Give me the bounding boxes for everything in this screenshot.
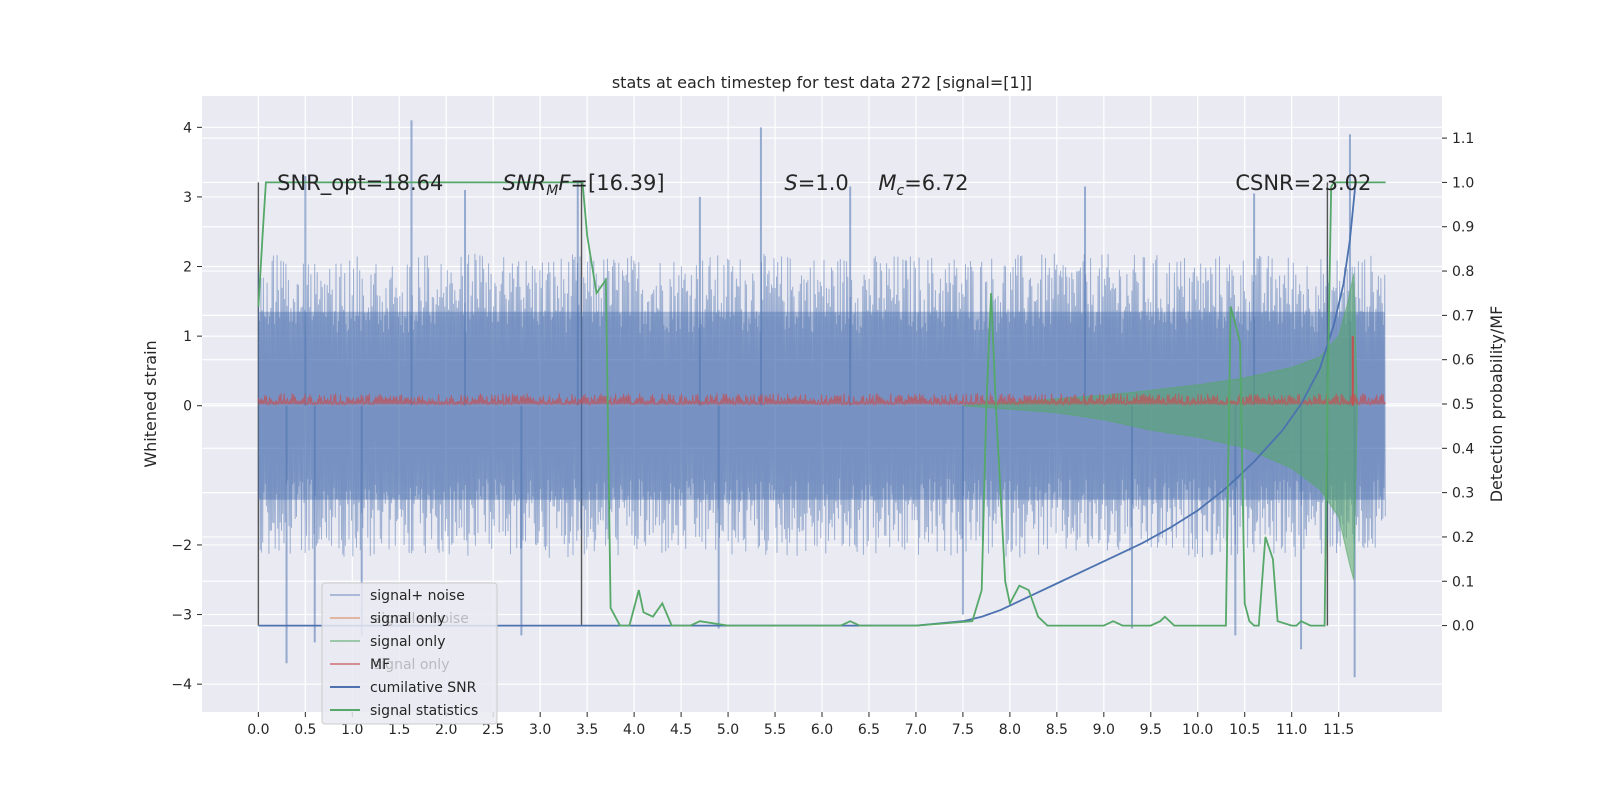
x-tick-label: 5.5 bbox=[764, 722, 786, 738]
y2-tick-label: 0.2 bbox=[1452, 530, 1474, 546]
y2-tick-label: 0.0 bbox=[1452, 619, 1474, 635]
x-tick-label: 9.0 bbox=[1093, 722, 1115, 738]
x-axis-ticks: 0.0 0.5 1.0 1.5 2.0 2.5 3.0 3.5 4.0 4.5 5.0 5.5 6.0 6… bbox=[247, 712, 1354, 738]
x-tick-label: 3.5 bbox=[576, 722, 598, 738]
x-tick-label: 1.0 bbox=[341, 722, 363, 738]
x-tick-label: 1.5 bbox=[388, 722, 410, 738]
annotation-0: SNR_opt=18.64 bbox=[277, 171, 443, 196]
series-cumulative-snr bbox=[258, 182, 1357, 627]
legend-entry: signal only bbox=[370, 611, 445, 627]
annotation-3: Mc=6.72 bbox=[878, 171, 968, 199]
chart-title: stats at each timestep for test data 272… bbox=[612, 73, 1032, 92]
y-tick-label: 2 bbox=[183, 260, 192, 276]
annotation-math-base: M bbox=[878, 171, 896, 195]
y-tick-label: −2 bbox=[171, 538, 192, 554]
legend-entry: cumilative SNR bbox=[370, 680, 477, 696]
x-tick-label: 6.5 bbox=[858, 722, 880, 738]
y2-tick-label: 0.4 bbox=[1452, 441, 1474, 457]
y2-tick-label: 1.1 bbox=[1452, 131, 1474, 147]
x-tick-label: 8.0 bbox=[999, 722, 1021, 738]
x-tick-label: 2.0 bbox=[435, 722, 457, 738]
y2-tick-label: 0.5 bbox=[1452, 397, 1474, 413]
series-signal-only bbox=[962, 273, 1359, 580]
x-tick-label: 11.5 bbox=[1323, 722, 1354, 738]
y-tick-label: 1 bbox=[183, 329, 192, 345]
x-tick-label: 7.5 bbox=[952, 722, 974, 738]
annotation-math-italic: F bbox=[558, 171, 571, 195]
series-signal-statistics bbox=[257, 181, 1386, 627]
annotation-4: CSNR=23.02 bbox=[1235, 171, 1371, 195]
x-tick-label: 4.5 bbox=[670, 722, 692, 738]
annotation-math-tail: =[16.39] bbox=[570, 171, 664, 195]
y2-tick-label: 0.6 bbox=[1452, 353, 1474, 369]
x-tick-label: 0.5 bbox=[294, 722, 316, 738]
y-tick-label: 3 bbox=[183, 190, 192, 206]
x-tick-label: 4.0 bbox=[623, 722, 645, 738]
annotation-math-rest: =6.72 bbox=[904, 171, 968, 195]
y2-tick-label: 0.8 bbox=[1452, 264, 1474, 280]
y-tick-label: 4 bbox=[183, 120, 192, 136]
y-tick-label: −4 bbox=[171, 677, 192, 693]
x-tick-label: 10.0 bbox=[1182, 722, 1213, 738]
x-tick-label: 0.0 bbox=[247, 722, 269, 738]
legend-ghost-text: signal+ noise bbox=[374, 611, 469, 627]
x-tick-label: 11.0 bbox=[1276, 722, 1307, 738]
chirp-envelope bbox=[962, 273, 1359, 580]
annotation-math-rest: =1.0 bbox=[798, 171, 849, 195]
x-tick-label: 7.0 bbox=[905, 722, 927, 738]
x-tick-label: 5.0 bbox=[717, 722, 739, 738]
annotations: SNR_opt=18.64 SNRMF=[16.39] S=1.0 Mc=6.72 CS… bbox=[277, 171, 1371, 199]
x-tick-label: 9.5 bbox=[1140, 722, 1162, 738]
x-tick-label: 8.5 bbox=[1046, 722, 1068, 738]
y2-tick-label: 0.1 bbox=[1452, 574, 1474, 590]
x-tick-label: 10.5 bbox=[1229, 722, 1260, 738]
legend-entry: signal+ noise bbox=[370, 588, 465, 604]
y2-axis-ticks: 1.1 1.0 0.9 0.8 0.7 0.6 0.5 0.4 0.3 0.2 0.1 0.0 bbox=[1442, 131, 1474, 635]
y2-tick-label: 1.0 bbox=[1452, 175, 1474, 191]
y-axis-label: Whitened strain bbox=[141, 340, 160, 467]
x-tick-label: 3.0 bbox=[529, 722, 551, 738]
cumulative-snr-line bbox=[258, 182, 1357, 627]
x-tick-label: 6.0 bbox=[811, 722, 833, 738]
legend-box bbox=[321, 582, 498, 725]
legend-entry: MF bbox=[370, 657, 390, 673]
y-axis-ticks: 4 3 2 1 0 −2 −3 −4 bbox=[171, 120, 202, 693]
series-mf bbox=[257, 336, 1386, 407]
x-tick-label: 2.5 bbox=[482, 722, 504, 738]
annotation-math-rest: F=[16.39] bbox=[558, 171, 664, 195]
mf-trace bbox=[257, 393, 1386, 407]
annotation-math-base: SNR bbox=[503, 171, 547, 195]
annotation-math-sub: M bbox=[546, 183, 558, 199]
y2-tick-label: 0.3 bbox=[1452, 486, 1474, 502]
annotation-math-sub: c bbox=[896, 183, 904, 199]
legend-entry: signal statistics bbox=[370, 703, 478, 719]
y-tick-label: 0 bbox=[183, 399, 192, 415]
annotation-2: S=1.0 bbox=[784, 171, 848, 195]
y2-tick-label: 0.7 bbox=[1452, 308, 1474, 324]
signal-statistics-line bbox=[257, 181, 1386, 627]
y2-axis-label: Detection probability/MF bbox=[1487, 306, 1506, 503]
legend-entry: signal only bbox=[370, 634, 445, 650]
y-tick-label: −3 bbox=[171, 608, 192, 624]
annotation-1: SNRMF=[16.39] bbox=[503, 171, 665, 199]
legend-ghost-text: signal only bbox=[374, 657, 449, 673]
y2-tick-label: 0.9 bbox=[1452, 220, 1474, 236]
annotation-math-base: S bbox=[784, 171, 797, 195]
